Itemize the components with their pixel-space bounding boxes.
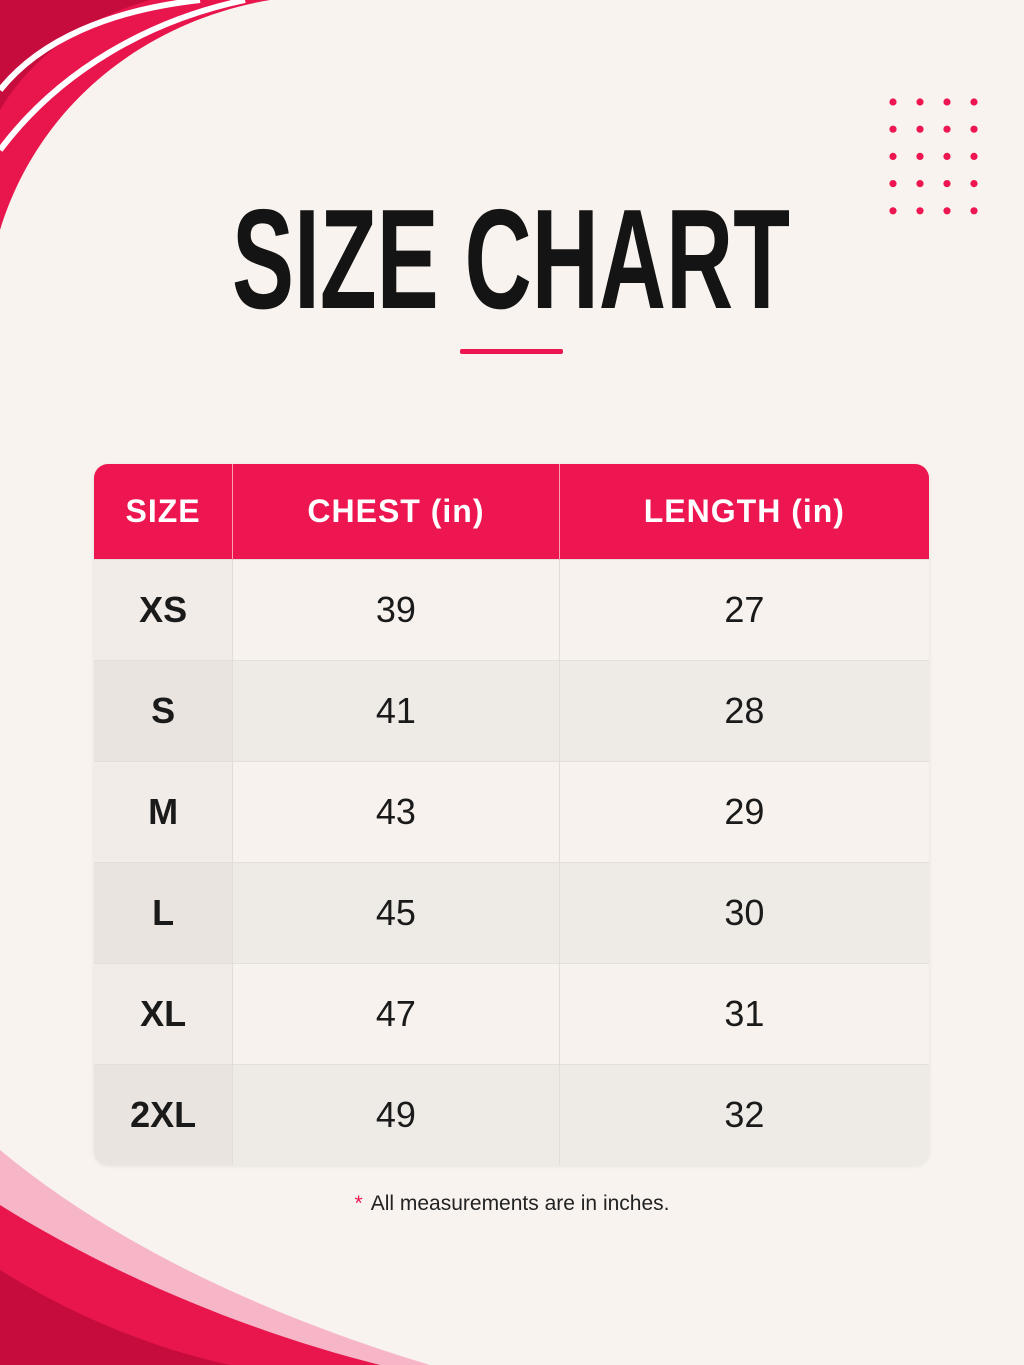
title-underline: [460, 349, 563, 354]
dot: [943, 207, 951, 215]
dot: [970, 207, 978, 215]
table-row: XS 39 27: [94, 559, 929, 661]
table-row: XL 47 31: [94, 963, 929, 1065]
size-cell: XL: [94, 963, 233, 1065]
table-row: M 43 29: [94, 761, 929, 863]
measure-cell: 27: [558, 559, 929, 661]
measure-cell: 43: [232, 761, 560, 863]
measure-cell: 45: [232, 862, 560, 964]
measure-cell: 32: [558, 1064, 929, 1165]
size-cell: 2XL: [94, 1064, 233, 1165]
dot: [916, 207, 924, 215]
dot: [889, 180, 897, 188]
measure-cell: 49: [232, 1064, 560, 1165]
dot: [889, 98, 897, 106]
dot: [889, 125, 897, 133]
table-row: S 41 28: [94, 660, 929, 762]
column-header: CHEST (in): [232, 464, 560, 560]
column-header: LENGTH (in): [558, 464, 929, 560]
dot: [916, 98, 924, 106]
measure-cell: 28: [558, 660, 929, 762]
size-cell: M: [94, 761, 233, 863]
dot: [970, 98, 978, 106]
top-curve-dark: [0, 0, 150, 110]
size-cell: S: [94, 660, 233, 762]
measure-cell: 29: [558, 761, 929, 863]
title-area: SIZE CHART: [232, 180, 790, 330]
dot: [889, 152, 897, 160]
dot-grid: [889, 98, 978, 215]
dot: [916, 180, 924, 188]
size-cell: L: [94, 862, 233, 964]
dot: [970, 152, 978, 160]
top-curve: [0, 0, 270, 230]
stripe: [0, 0, 246, 152]
dot: [943, 98, 951, 106]
dot: [970, 125, 978, 133]
dot: [943, 180, 951, 188]
measure-cell: 30: [558, 862, 929, 964]
measure-cell: 39: [232, 559, 560, 661]
size-table: SIZE CHEST (in) LENGTH (in) XS 39 27 S 41 28 M 43…: [94, 464, 929, 1165]
dot: [916, 152, 924, 160]
dot: [916, 125, 924, 133]
measure-cell: 41: [232, 660, 560, 762]
footnote: * All measurements are in inches.: [0, 1192, 1024, 1216]
size-cell: XS: [94, 559, 233, 661]
header-row: SIZE CHEST (in) LENGTH (in): [94, 464, 929, 560]
dot: [970, 180, 978, 188]
stripe: [0, 0, 201, 92]
footnote-marker: *: [354, 1192, 363, 1215]
measure-cell: 31: [558, 963, 929, 1065]
dot: [943, 125, 951, 133]
column-header: SIZE: [94, 464, 233, 560]
title: SIZE CHART: [232, 180, 790, 330]
table-row: L 45 30: [94, 862, 929, 964]
measure-cell: 47: [232, 963, 560, 1065]
bottom-curve-dark: [0, 1270, 230, 1365]
dot: [943, 152, 951, 160]
footnote-text: All measurements are in inches.: [370, 1192, 670, 1215]
dot: [889, 207, 897, 215]
table-row: 2XL 49 32: [94, 1064, 929, 1165]
